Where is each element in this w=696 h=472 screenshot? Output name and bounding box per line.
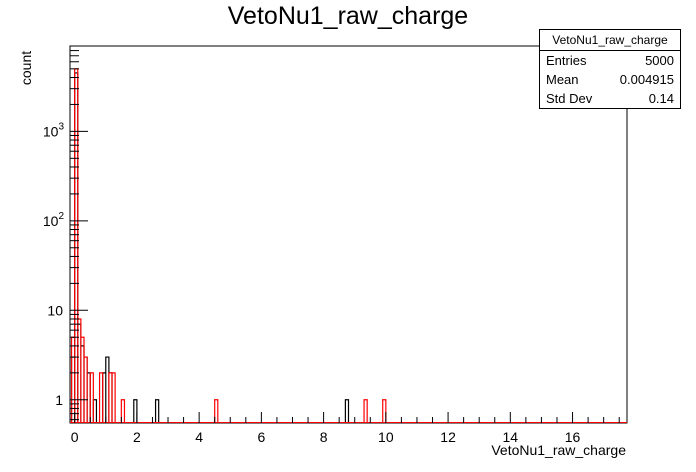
y-tick-label: 1 xyxy=(55,392,63,408)
y-tick-label: 102 xyxy=(43,211,65,229)
x-tick-label: 0 xyxy=(71,429,79,445)
stats-title: VetoNu1_raw_charge xyxy=(540,30,680,51)
y-tick-label: 103 xyxy=(43,121,65,139)
x-tick-label: 14 xyxy=(503,429,519,445)
stats-value: 5000 xyxy=(645,53,674,68)
x-tick-label: 4 xyxy=(195,429,203,445)
x-tick-label: 2 xyxy=(133,429,141,445)
x-tick-label: 8 xyxy=(320,429,328,445)
stats-box: VetoNu1_raw_charge Entries 5000 Mean 0.0… xyxy=(539,29,681,109)
stats-row-mean: Mean 0.004915 xyxy=(540,70,680,89)
y-tick-label: 10 xyxy=(47,302,63,318)
stats-row-entries: Entries 5000 xyxy=(540,51,680,70)
stats-value: 0.14 xyxy=(648,91,674,106)
stats-label: Mean xyxy=(546,72,579,87)
stats-row-stddev: Std Dev 0.14 xyxy=(540,89,680,108)
stats-label: Entries xyxy=(546,53,587,68)
chart-title: VetoNu1_raw_charge xyxy=(227,2,469,30)
x-axis-label: VetoNu1_raw_charge xyxy=(491,442,626,458)
histogram-series-0 xyxy=(70,72,350,423)
histogram-series-1 xyxy=(70,68,387,423)
x-tick-label: 16 xyxy=(565,429,581,445)
x-tick-label: 12 xyxy=(440,429,456,445)
x-tick-label: 10 xyxy=(378,429,394,445)
stats-label: Std Dev xyxy=(546,91,593,106)
stats-value: 0.004915 xyxy=(619,72,674,87)
x-tick-label: 6 xyxy=(257,429,265,445)
